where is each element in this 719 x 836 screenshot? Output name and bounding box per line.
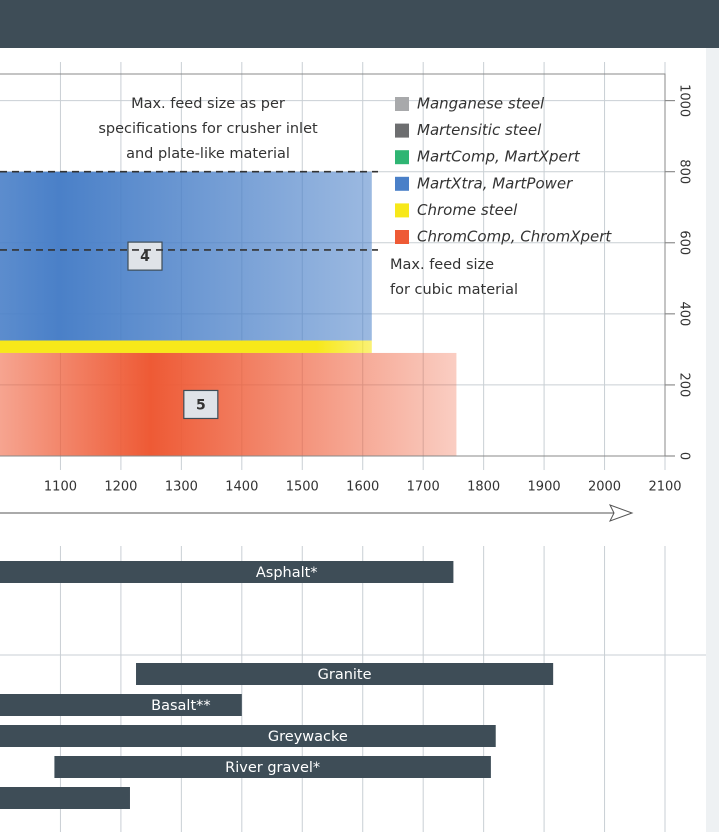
x-tick-label: 1700 [407,480,440,495]
rock-label: Granite [318,667,372,683]
rock-bar [0,725,496,747]
rock-label: River gravel* [225,760,320,776]
y-tick-label: 0 [677,452,692,460]
x-tick-label: 1900 [528,480,561,495]
annotation: and plate-like material [126,146,290,162]
rock-label: Greywacke [268,729,348,745]
y-tick-label: 200 [677,373,692,398]
legend-label: Manganese steel [417,95,545,113]
legend-swatch [395,150,409,165]
legend-swatch [395,203,409,218]
legend-label: ChromComp, ChromXpert [417,228,612,246]
annotation: for cubic material [390,282,518,298]
x-tick-label: 1300 [165,480,198,495]
rock-bar [0,561,454,583]
rock-bar [0,694,242,716]
legend-label: Chrome steel [417,201,518,219]
rock-bar [54,756,491,778]
header-bar [0,0,719,48]
y-tick-label: 800 [677,159,692,184]
legend-label: MartComp, MartXpert [417,148,581,166]
annotation: Max. feed size [390,257,494,273]
band-label: 4 [140,249,150,265]
y-tick-label: 400 [677,301,692,326]
plot-frame [0,73,666,457]
x-tick-label: 1800 [467,480,500,495]
band-label: 5 [196,397,206,413]
x-tick-label: 1100 [44,480,77,495]
x-tick-label: 2000 [588,480,621,495]
x-tick-label: 1400 [225,480,258,495]
band-label-box [127,241,163,271]
band [0,171,372,341]
legend-swatch [395,230,409,244]
rock-label: Asphalt* [256,565,318,581]
legend-label: Martensitic steel [417,121,542,139]
band [0,352,457,456]
rock-label: Basalt** [151,698,211,714]
y-tick-label: 600 [677,230,692,255]
legend-swatch [395,123,409,138]
x-tick-label: 1200 [104,480,137,495]
side-strip [706,48,719,832]
rock-bar [0,787,130,809]
x-tick-label: 2100 [648,480,681,495]
band-label-box [183,389,219,420]
legend-swatch [395,176,409,191]
rock-bar [136,663,554,685]
annotation: specifications for crusher inlet [98,121,318,137]
annotation: Max. feed size as per [131,96,285,112]
axis-arrow-head [608,504,634,522]
x-tick-label: 1500 [286,480,319,495]
x-tick-label: 1600 [346,480,379,495]
band [0,340,372,353]
y-tick-label: 1000 [677,84,692,117]
legend-label: MartXtra, MartPower [417,174,573,192]
legend-swatch [395,97,409,111]
